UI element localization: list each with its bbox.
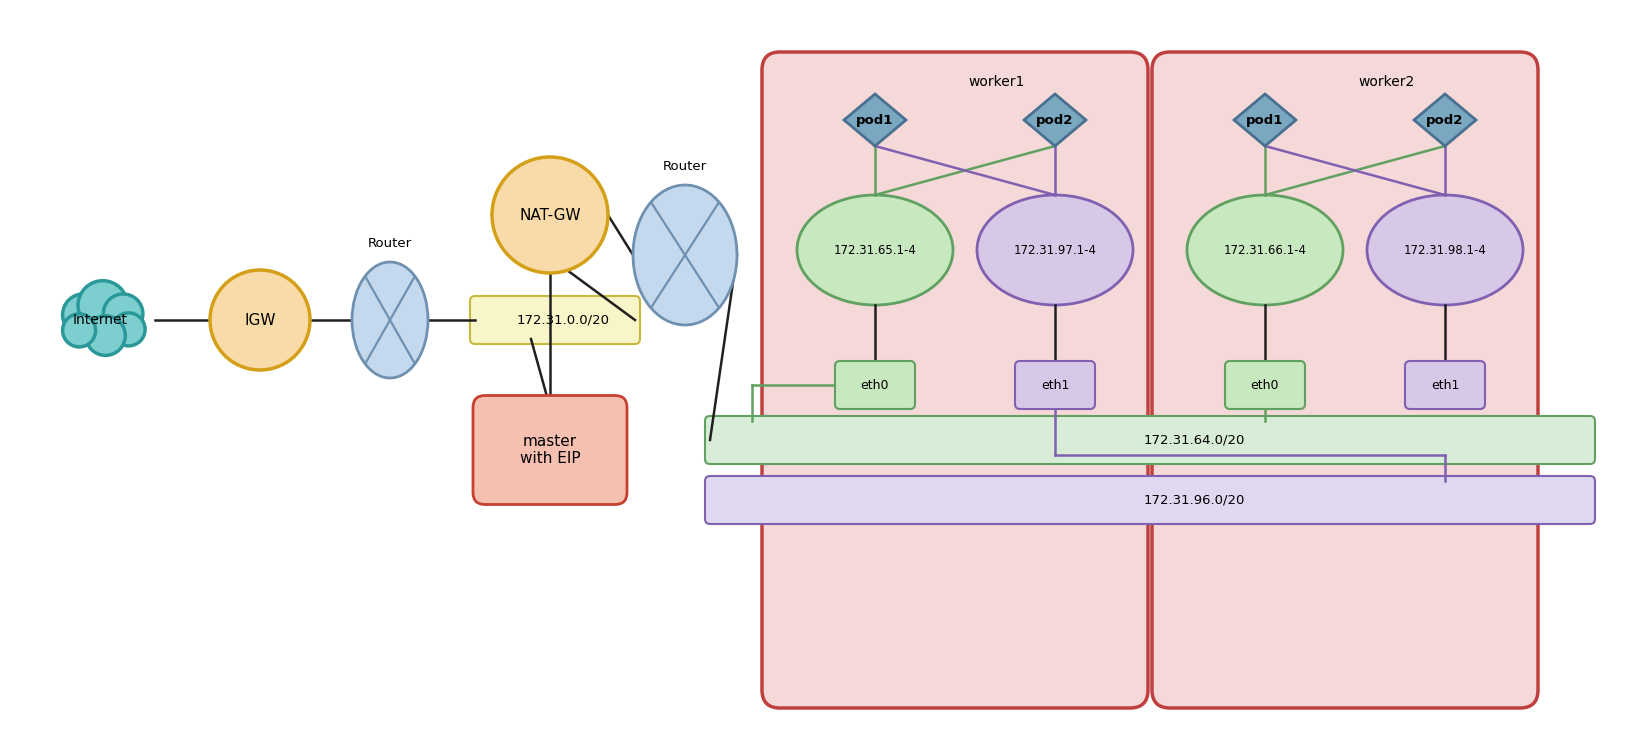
Polygon shape [1234,94,1296,146]
Ellipse shape [352,262,428,378]
Text: pod2: pod2 [1037,113,1074,127]
FancyBboxPatch shape [474,395,627,505]
Text: Router: Router [368,237,412,250]
Ellipse shape [1187,195,1343,305]
FancyBboxPatch shape [1224,361,1306,409]
Text: 172.31.96.0/20: 172.31.96.0/20 [1143,494,1245,506]
FancyBboxPatch shape [470,296,640,344]
Text: 172.31.65.1-4: 172.31.65.1-4 [834,243,917,257]
Text: IGW: IGW [244,312,275,328]
Text: pod1: pod1 [856,113,894,127]
Text: Router: Router [663,160,707,173]
Ellipse shape [210,270,309,370]
Text: Internet: Internet [73,313,127,327]
Text: eth1: eth1 [1431,378,1459,391]
Text: NAT-GW: NAT-GW [519,207,581,223]
Text: 172.31.64.0/20: 172.31.64.0/20 [1143,434,1245,446]
FancyBboxPatch shape [1405,361,1485,409]
Ellipse shape [492,157,607,273]
Text: 172.31.97.1-4: 172.31.97.1-4 [1014,243,1097,257]
FancyBboxPatch shape [705,476,1595,524]
Ellipse shape [798,195,952,305]
Text: 172.31.0.0/20: 172.31.0.0/20 [516,314,609,326]
Text: pod2: pod2 [1426,113,1464,127]
Text: worker2: worker2 [1359,75,1415,89]
Text: 172.31.66.1-4: 172.31.66.1-4 [1224,243,1307,257]
FancyBboxPatch shape [1153,52,1538,708]
Text: eth1: eth1 [1040,378,1070,391]
Ellipse shape [1368,195,1524,305]
Text: pod1: pod1 [1247,113,1284,127]
Polygon shape [1024,94,1086,146]
Ellipse shape [977,195,1133,305]
Text: eth0: eth0 [861,378,889,391]
FancyBboxPatch shape [835,361,915,409]
Ellipse shape [633,185,737,325]
Text: eth0: eth0 [1250,378,1280,391]
Text: 172.31.98.1-4: 172.31.98.1-4 [1403,243,1486,257]
Text: master
with EIP: master with EIP [519,434,580,466]
Text: worker1: worker1 [969,75,1026,89]
FancyBboxPatch shape [1014,361,1096,409]
FancyBboxPatch shape [705,416,1595,464]
FancyBboxPatch shape [762,52,1148,708]
Polygon shape [1415,94,1477,146]
Polygon shape [843,94,907,146]
